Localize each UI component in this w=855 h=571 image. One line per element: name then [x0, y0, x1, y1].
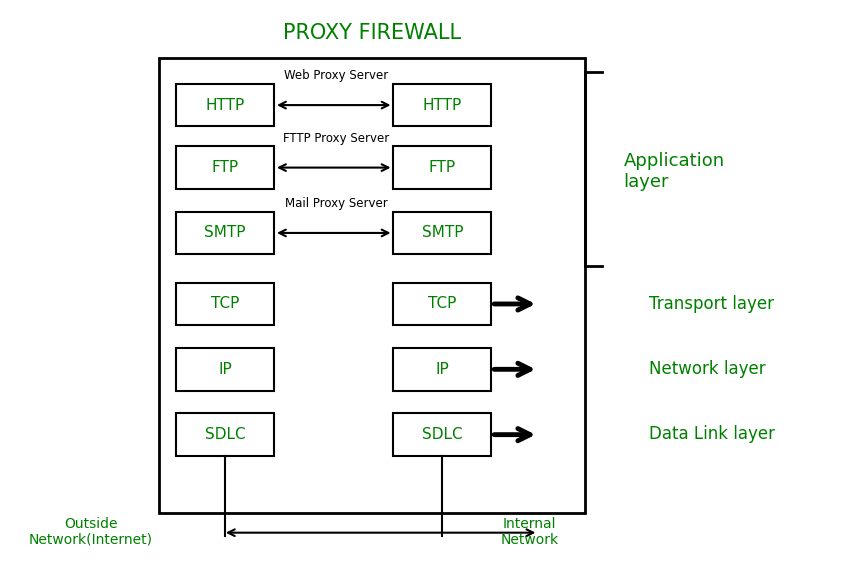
Text: IP: IP — [435, 362, 449, 377]
Text: Mail Proxy Server: Mail Proxy Server — [285, 197, 387, 210]
Text: Data Link layer: Data Link layer — [649, 425, 775, 443]
Bar — [393, 84, 492, 126]
Bar — [159, 58, 585, 513]
Text: Transport layer: Transport layer — [649, 295, 774, 313]
Text: SMTP: SMTP — [422, 226, 463, 240]
Text: PROXY FIREWALL: PROXY FIREWALL — [283, 23, 461, 43]
Bar — [176, 348, 274, 391]
Bar — [393, 146, 492, 189]
Text: FTTP Proxy Server: FTTP Proxy Server — [283, 131, 389, 144]
Text: SDLC: SDLC — [422, 427, 463, 442]
Bar — [393, 348, 492, 391]
Text: Internal
Network: Internal Network — [501, 517, 559, 547]
Text: FTP: FTP — [211, 160, 239, 175]
Bar — [393, 212, 492, 254]
Bar — [176, 84, 274, 126]
Bar — [393, 283, 492, 325]
Text: HTTP: HTTP — [422, 98, 462, 112]
Text: Application
layer: Application layer — [623, 152, 725, 191]
Bar — [176, 283, 274, 325]
Text: SDLC: SDLC — [205, 427, 245, 442]
Text: Web Proxy Server: Web Proxy Server — [284, 69, 388, 82]
Text: IP: IP — [218, 362, 232, 377]
Bar — [393, 413, 492, 456]
Text: Outside
Network(Internet): Outside Network(Internet) — [29, 517, 153, 547]
Text: TCP: TCP — [428, 296, 457, 311]
Bar — [176, 413, 274, 456]
Text: Network layer: Network layer — [649, 360, 766, 378]
Text: TCP: TCP — [211, 296, 239, 311]
Text: HTTP: HTTP — [205, 98, 245, 112]
Bar — [176, 146, 274, 189]
Bar — [176, 212, 274, 254]
Text: SMTP: SMTP — [204, 226, 246, 240]
Text: FTP: FTP — [429, 160, 456, 175]
